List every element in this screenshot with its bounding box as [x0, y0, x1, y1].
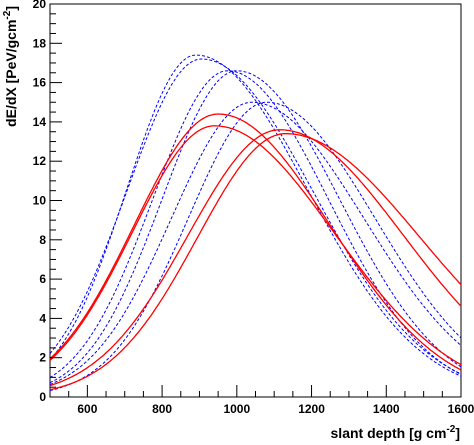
y-tick-label: 18 [33, 36, 47, 50]
y-tick-label: 8 [39, 233, 46, 247]
y-tick-label: 2 [39, 351, 46, 365]
y-tick-label: 14 [33, 115, 47, 129]
y-axis-title-end: ] [3, 6, 19, 11]
solid-red-curve-9 [49, 133, 462, 391]
dashed-blue-curve-2 [49, 70, 462, 379]
y-axis-title: dE/dX [PeV/gcm-2] [2, 6, 19, 127]
x-tick-label: 1200 [298, 402, 325, 416]
x-tick-label: 800 [152, 402, 172, 416]
x-axis-title-main: slant depth [g cm [331, 425, 447, 441]
dashed-blue-curve-3 [49, 70, 462, 384]
y-tick-label: 6 [39, 272, 46, 286]
x-tick-label: 1600 [448, 402, 474, 416]
plot-frame [49, 3, 462, 398]
x-axis-title-end: ] [455, 425, 460, 441]
x-tick-label: 1000 [223, 402, 250, 416]
x-tick-label: 1400 [373, 402, 400, 416]
y-tick-label: 20 [33, 0, 47, 11]
solid-red-curve-7 [49, 125, 462, 366]
solid-red-curve-8 [49, 129, 462, 387]
x-axis-title-sup: -2 [446, 424, 455, 435]
dashed-blue-curve-4 [49, 101, 462, 385]
y-tick-label: 16 [33, 76, 47, 90]
curves-layer [49, 54, 462, 391]
dashed-blue-curve-0 [49, 54, 462, 377]
y-tick-label: 10 [33, 194, 47, 208]
y-tick-label: 0 [39, 390, 46, 404]
dashed-blue-curve-1 [49, 58, 462, 375]
solid-red-curve-6 [49, 113, 462, 371]
x-axis-title: slant depth [g cm-2] [331, 424, 460, 441]
y-axis-title-sup: -2 [2, 10, 13, 19]
y-tick-label: 4 [39, 311, 46, 325]
y-axis-title-main: dE/dX [PeV/gcm [3, 20, 19, 127]
y-tick-label: 12 [33, 154, 47, 168]
x-tick-label: 600 [77, 402, 97, 416]
dashed-blue-curve-5 [49, 101, 462, 391]
